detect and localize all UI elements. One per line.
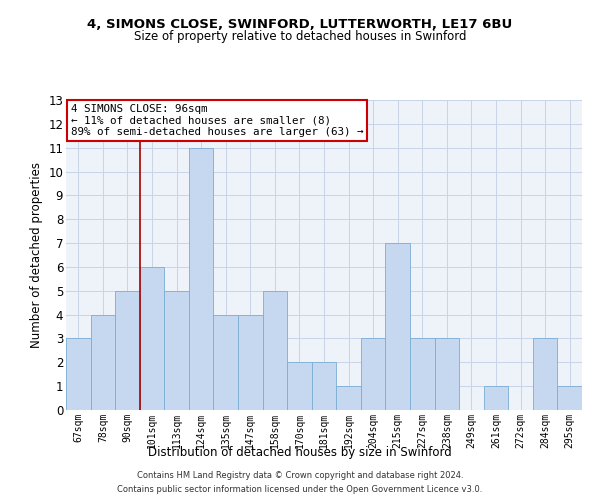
- Bar: [410, 338, 434, 410]
- Bar: [214, 314, 238, 410]
- Y-axis label: Number of detached properties: Number of detached properties: [29, 162, 43, 348]
- Bar: [66, 338, 91, 410]
- Text: 4, SIMONS CLOSE, SWINFORD, LUTTERWORTH, LE17 6BU: 4, SIMONS CLOSE, SWINFORD, LUTTERWORTH, …: [88, 18, 512, 30]
- Bar: [312, 362, 336, 410]
- Bar: [484, 386, 508, 410]
- Text: Distribution of detached houses by size in Swinford: Distribution of detached houses by size …: [148, 446, 452, 459]
- Text: Contains HM Land Registry data © Crown copyright and database right 2024.: Contains HM Land Registry data © Crown c…: [137, 472, 463, 480]
- Bar: [385, 243, 410, 410]
- Bar: [263, 291, 287, 410]
- Bar: [115, 291, 140, 410]
- Bar: [287, 362, 312, 410]
- Bar: [434, 338, 459, 410]
- Bar: [361, 338, 385, 410]
- Bar: [557, 386, 582, 410]
- Bar: [140, 267, 164, 410]
- Text: 4 SIMONS CLOSE: 96sqm
← 11% of detached houses are smaller (8)
89% of semi-detac: 4 SIMONS CLOSE: 96sqm ← 11% of detached …: [71, 104, 364, 137]
- Bar: [164, 291, 189, 410]
- Bar: [533, 338, 557, 410]
- Bar: [189, 148, 214, 410]
- Bar: [91, 314, 115, 410]
- Bar: [336, 386, 361, 410]
- Bar: [238, 314, 263, 410]
- Text: Contains public sector information licensed under the Open Government Licence v3: Contains public sector information licen…: [118, 484, 482, 494]
- Text: Size of property relative to detached houses in Swinford: Size of property relative to detached ho…: [134, 30, 466, 43]
